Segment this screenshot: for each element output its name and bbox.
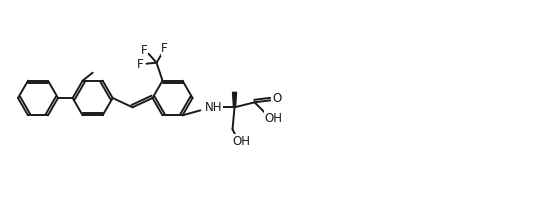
Text: OH: OH [233, 135, 250, 148]
Text: F: F [161, 42, 168, 55]
Text: NH: NH [205, 101, 222, 114]
Text: F: F [137, 58, 144, 71]
Text: O: O [272, 92, 281, 105]
Text: F: F [141, 44, 148, 57]
Polygon shape [233, 92, 236, 107]
Text: OH: OH [264, 112, 282, 125]
